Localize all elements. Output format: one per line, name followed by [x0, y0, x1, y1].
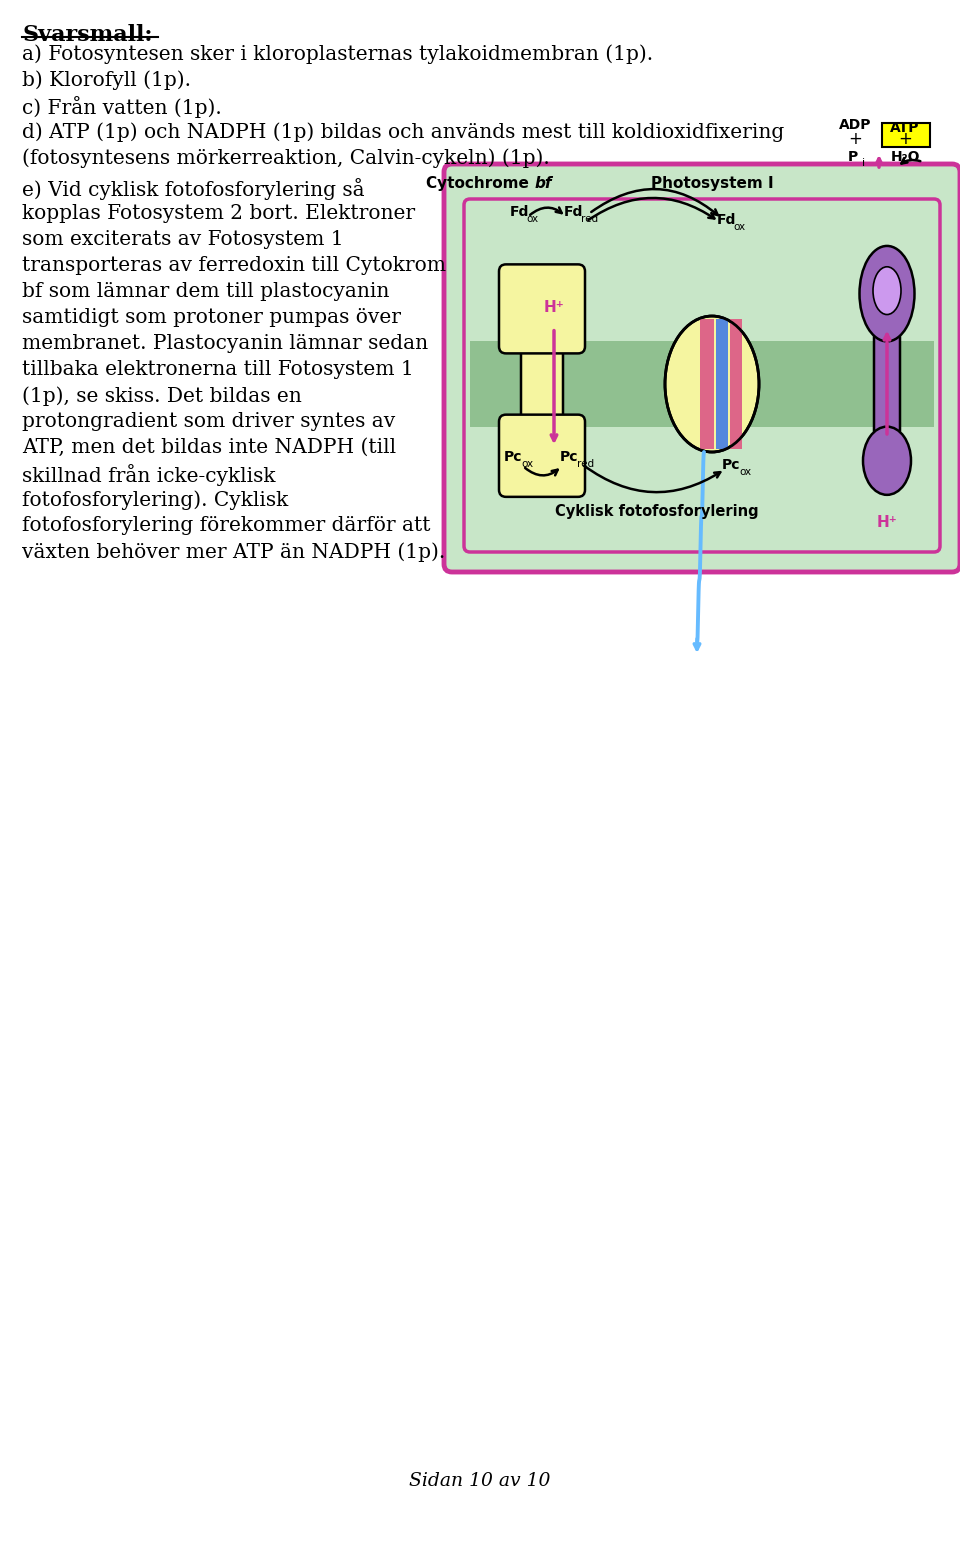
Text: ox: ox — [526, 214, 539, 224]
Text: e) Vid cyklisk fotofosforylering så: e) Vid cyklisk fotofosforylering så — [22, 177, 365, 200]
Text: ox: ox — [521, 460, 533, 469]
Text: Fd: Fd — [564, 205, 584, 219]
Text: Svarsmall:: Svarsmall: — [22, 25, 153, 46]
Text: växten behöver mer ATP än NADPH (1p).: växten behöver mer ATP än NADPH (1p). — [22, 541, 445, 561]
FancyBboxPatch shape — [882, 123, 930, 146]
Ellipse shape — [859, 245, 915, 341]
Text: (fotosyntesens mörkerreaktion, Calvin-cykeln) (1p).: (fotosyntesens mörkerreaktion, Calvin-cy… — [22, 148, 550, 168]
Text: a) Fotosyntesen sker i kloroplasternas tylakoidmembran (1p).: a) Fotosyntesen sker i kloroplasternas t… — [22, 45, 653, 63]
Text: red: red — [581, 214, 598, 224]
Text: ADP: ADP — [839, 119, 872, 133]
Text: +: + — [898, 130, 912, 148]
Text: ATP, men det bildas inte NADPH (till: ATP, men det bildas inte NADPH (till — [22, 438, 396, 456]
FancyBboxPatch shape — [499, 415, 585, 497]
Text: d) ATP (1p) och NADPH (1p) bildas och används mest till koldioxidfixering: d) ATP (1p) och NADPH (1p) bildas och an… — [22, 122, 784, 142]
Text: H₂O: H₂O — [890, 150, 920, 163]
Text: ATP: ATP — [890, 120, 920, 136]
Ellipse shape — [873, 267, 901, 315]
Text: Pc: Pc — [504, 450, 522, 464]
Text: bf som lämnar dem till plastocyanin: bf som lämnar dem till plastocyanin — [22, 282, 390, 301]
FancyBboxPatch shape — [521, 338, 563, 430]
Text: samtidigt som protoner pumpas över: samtidigt som protoner pumpas över — [22, 308, 401, 327]
FancyBboxPatch shape — [874, 335, 900, 433]
Text: skillnad från icke-cyklisk: skillnad från icke-cyklisk — [22, 464, 276, 486]
Text: fotofosforylering). Cyklisk: fotofosforylering). Cyklisk — [22, 490, 288, 510]
FancyBboxPatch shape — [464, 199, 940, 552]
Text: i: i — [862, 157, 865, 168]
Text: Pc: Pc — [560, 450, 579, 464]
Text: Fd: Fd — [717, 213, 736, 227]
Text: protongradient som driver syntes av: protongradient som driver syntes av — [22, 412, 396, 432]
Ellipse shape — [665, 316, 759, 452]
Bar — [730, 319, 742, 449]
Bar — [700, 319, 714, 449]
Text: Cytochrome: Cytochrome — [426, 176, 534, 191]
Text: +: + — [848, 130, 862, 148]
Ellipse shape — [863, 427, 911, 495]
Text: kopplas Fotosystem 2 bort. Elektroner: kopplas Fotosystem 2 bort. Elektroner — [22, 204, 415, 224]
Text: som exciterats av Fotosystem 1: som exciterats av Fotosystem 1 — [22, 230, 344, 248]
Text: transporteras av ferredoxin till Cytokrom: transporteras av ferredoxin till Cytokro… — [22, 256, 446, 274]
Text: H⁺: H⁺ — [876, 515, 898, 529]
Bar — [470, 341, 934, 427]
Text: Cyklisk fotofosforylering: Cyklisk fotofosforylering — [555, 504, 758, 518]
Text: ox: ox — [733, 222, 745, 231]
Text: fotofosforylering förekommer därför att: fotofosforylering förekommer därför att — [22, 517, 430, 535]
Text: P: P — [848, 150, 858, 163]
Text: red: red — [577, 460, 594, 469]
Bar — [716, 319, 728, 449]
Text: membranet. Plastocyanin lämnar sedan: membranet. Plastocyanin lämnar sedan — [22, 335, 428, 353]
Text: Fd: Fd — [510, 205, 529, 219]
Text: Photosystem I: Photosystem I — [651, 176, 774, 191]
Text: ox: ox — [739, 467, 751, 476]
Text: b) Klorofyll (1p).: b) Klorofyll (1p). — [22, 69, 191, 89]
FancyBboxPatch shape — [444, 163, 960, 572]
Text: bf: bf — [535, 176, 553, 191]
Text: Sidan 10 av 10: Sidan 10 av 10 — [409, 1473, 551, 1490]
Text: H⁺: H⁺ — [543, 299, 564, 315]
Text: tillbaka elektronerna till Fotosystem 1: tillbaka elektronerna till Fotosystem 1 — [22, 359, 414, 379]
Text: Pc: Pc — [722, 458, 740, 472]
Text: c) Från vatten (1p).: c) Från vatten (1p). — [22, 96, 222, 119]
FancyBboxPatch shape — [499, 264, 585, 353]
Text: (1p), se skiss. Det bildas en: (1p), se skiss. Det bildas en — [22, 386, 301, 406]
